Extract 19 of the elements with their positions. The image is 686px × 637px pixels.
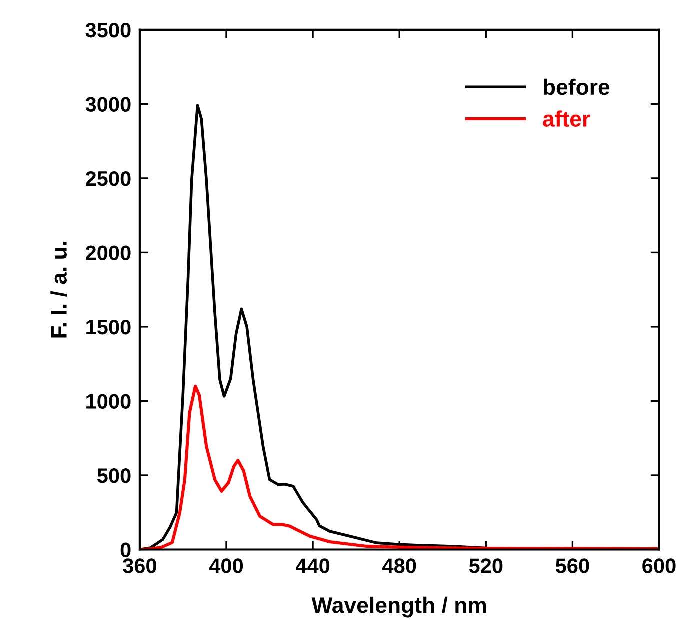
y-tick-label: 0	[120, 542, 131, 558]
x-tick-label: 440	[296, 558, 330, 574]
y-tick-label: 2000	[86, 246, 131, 260]
y-tick-label: 1500	[86, 320, 131, 335]
y-tick-label: 1000	[86, 394, 131, 409]
y-tick-label: 3000	[86, 97, 131, 112]
y-tick-label: 3500	[86, 22, 131, 38]
x-tick-label: 560	[556, 558, 590, 574]
legend-label: after	[543, 110, 590, 127]
y-tick-label: 500	[97, 468, 131, 484]
x-tick-label: 400	[209, 558, 244, 574]
x-tick-label: 480	[382, 558, 416, 574]
legend-label: before	[544, 78, 610, 96]
x-axis-title: Wavelength / nm	[312, 596, 486, 618]
y-tick-label: 2500	[86, 171, 131, 186]
y-axis-title: F. I. / a. u.	[50, 242, 68, 338]
x-tick-label: 360	[123, 558, 156, 574]
x-tick-label: 520	[469, 558, 503, 574]
x-tick-label: 600	[642, 558, 676, 574]
